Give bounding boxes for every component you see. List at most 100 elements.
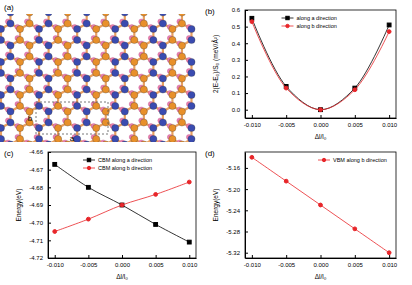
atom: [83, 20, 90, 27]
atom: [16, 36, 23, 43]
atom: [16, 25, 23, 32]
y-tick-mark: [245, 168, 248, 169]
y-tick-label: -4.71: [29, 238, 43, 244]
atom: [45, 75, 52, 82]
atom: [0, 69, 5, 76]
atom: [121, 20, 128, 27]
atom: [64, 86, 71, 93]
atom: [178, 53, 185, 60]
atom: [150, 58, 157, 65]
atom: [74, 91, 81, 98]
atom: [112, 124, 119, 131]
atom: [35, 58, 42, 65]
atom: [74, 135, 81, 142]
atom: [121, 108, 128, 115]
data-point: [319, 108, 323, 112]
atom: [112, 36, 119, 43]
y-tick-label: -4.69: [29, 202, 43, 208]
atom: [159, 119, 166, 126]
panel-label: (d): [205, 149, 215, 158]
atom: [131, 69, 138, 76]
atom: [55, 36, 62, 43]
data-point: [319, 108, 323, 112]
atom: [159, 42, 166, 49]
x-tick-mark: [389, 255, 390, 258]
plot-area: [250, 155, 391, 254]
atom: [16, 124, 23, 131]
x-tick-label: 0.010: [382, 262, 398, 268]
atom: [169, 135, 176, 142]
x-tick-mark: [355, 115, 356, 118]
atom: [188, 69, 195, 76]
x-tick: 0.000: [313, 255, 329, 268]
atom: [35, 69, 42, 76]
atom: [178, 86, 185, 93]
atom: [83, 53, 90, 60]
y-tick-mark: [48, 258, 51, 259]
atom: [16, 102, 23, 109]
atom: [55, 135, 62, 142]
legend-label: CBM along b direction: [98, 165, 152, 171]
y-tick-label: -4.72: [29, 255, 43, 261]
legend-label: along a direction: [297, 15, 337, 21]
atom: [169, 102, 176, 109]
data-point: [154, 223, 158, 227]
y-tick-mark: [48, 152, 51, 153]
atom: [150, 135, 157, 142]
x-tick: -0.005: [278, 115, 296, 128]
atom: [178, 42, 185, 49]
y-tick-label: -4.68: [29, 185, 43, 191]
atom: [131, 91, 138, 98]
atom: [131, 36, 138, 43]
atom: [178, 75, 185, 82]
legend-marker: [286, 24, 289, 27]
atom: [0, 25, 5, 32]
panel-label: (c): [4, 149, 14, 158]
data-point: [120, 203, 124, 207]
data-point: [353, 227, 357, 231]
x-axis-line: [49, 258, 197, 259]
atom: [112, 69, 119, 76]
atom: [93, 36, 100, 43]
x-tick-mark: [286, 255, 287, 258]
y-tick-mark: [245, 60, 248, 61]
atom: [26, 20, 33, 27]
x-tick-mark: [321, 115, 322, 118]
atom: [16, 135, 23, 142]
atom: [7, 20, 14, 27]
atom: [45, 119, 52, 126]
x-tick-label: 0.005: [149, 262, 165, 268]
atom: [188, 135, 195, 142]
atom: [16, 58, 23, 65]
atom: [102, 75, 109, 82]
x-tick-mark: [189, 255, 190, 258]
x-tick-mark: [321, 255, 322, 258]
atom: [102, 20, 109, 27]
x-tick: -0.010: [47, 255, 65, 268]
atom: [0, 135, 5, 142]
atom: [159, 141, 166, 142]
atom: [112, 58, 119, 65]
atom: [188, 36, 195, 43]
atom: [64, 42, 71, 49]
x-axis: -0.010-0.0050.0000.0050.010: [244, 115, 398, 128]
atom: [74, 58, 81, 65]
y-tick-label: -5.20: [226, 187, 240, 193]
y-tick-label: -4.66: [29, 149, 43, 155]
atom: [102, 53, 109, 60]
atom: [0, 58, 5, 65]
atom: [93, 25, 100, 32]
x-tick-label: -0.010: [244, 122, 262, 128]
atom: [64, 119, 71, 126]
atom: [55, 91, 62, 98]
atom: [83, 86, 90, 93]
data-point: [86, 217, 90, 221]
y-tick: 0.5: [232, 24, 248, 30]
atom: [188, 58, 195, 65]
atom: [159, 20, 166, 27]
atom: [45, 108, 52, 115]
atom: [55, 58, 62, 65]
atom: [121, 53, 128, 60]
plot-frame: [48, 152, 196, 258]
y-tick-label: -4.67: [29, 167, 43, 173]
